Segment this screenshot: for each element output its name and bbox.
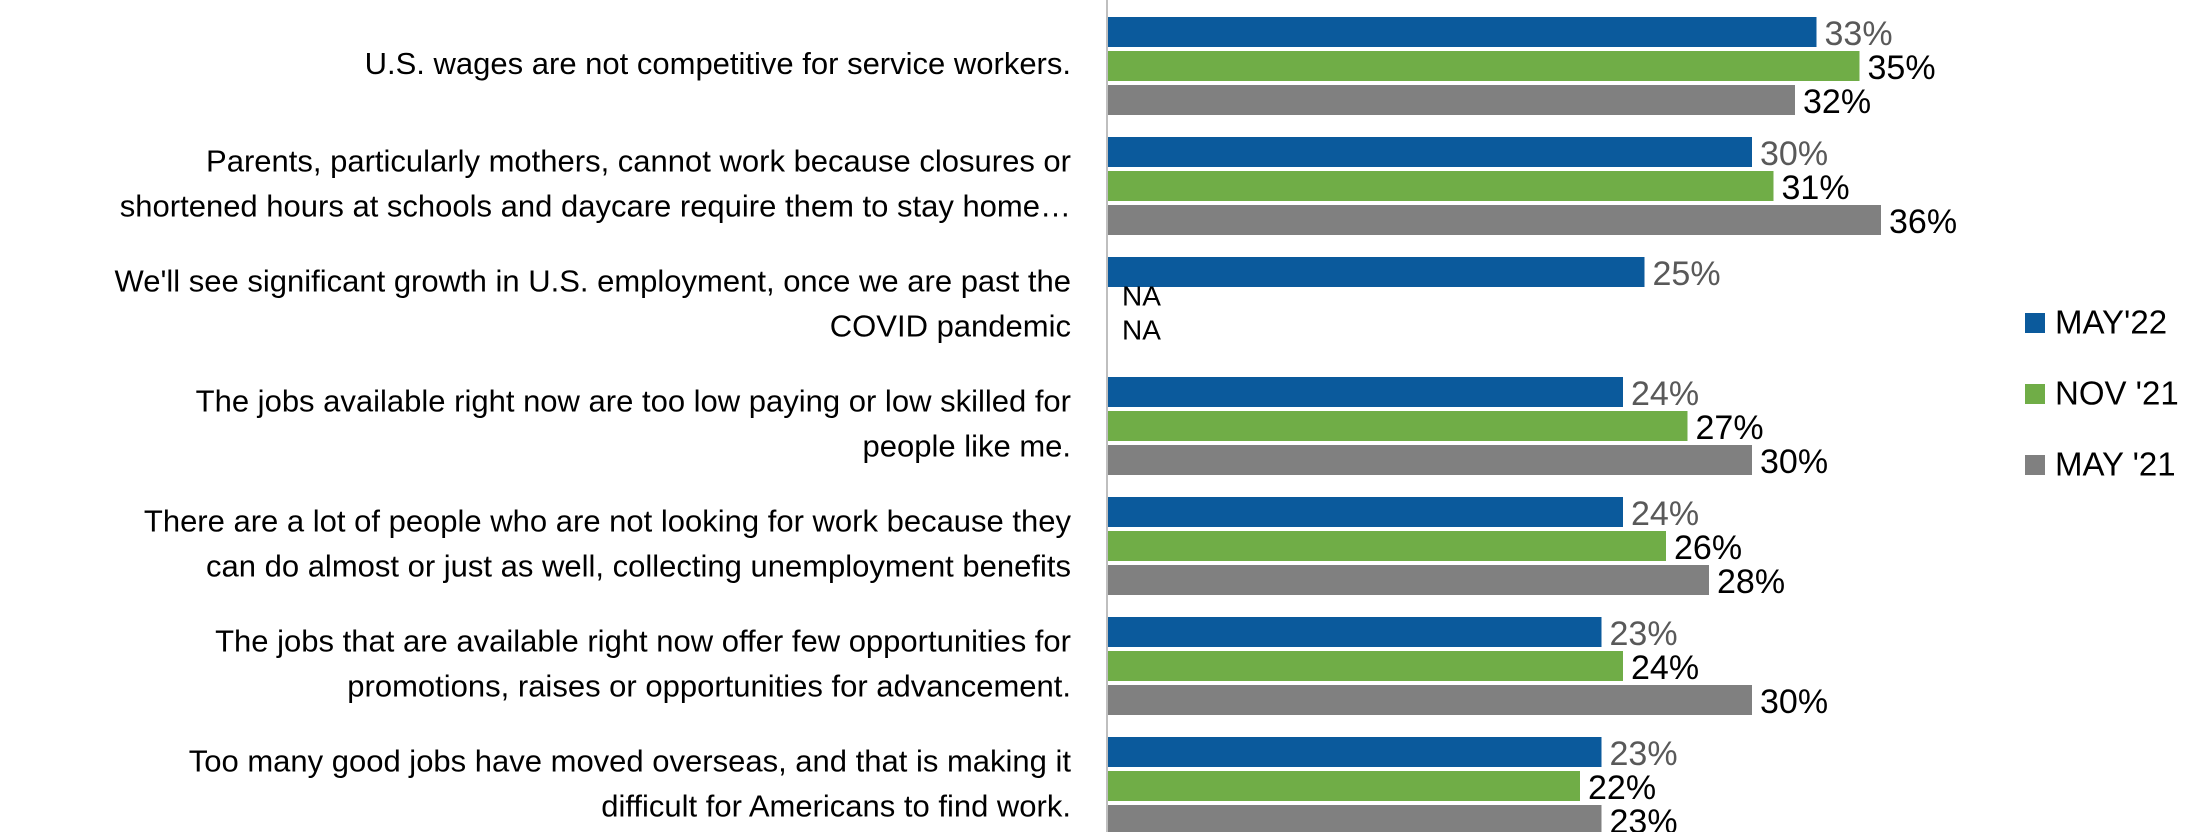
bar <box>1107 497 1623 527</box>
legend-label: NOV '21 <box>2055 375 2179 412</box>
bar <box>1107 771 1580 801</box>
value-label: 36% <box>1889 203 1957 241</box>
bar <box>1107 685 1752 715</box>
bar <box>1107 805 1602 832</box>
value-label: 30% <box>1760 443 1828 481</box>
bar <box>1107 565 1709 595</box>
category-label: promotions, raises or opportunities for … <box>347 669 1071 704</box>
value-label: 23% <box>1610 615 1678 653</box>
category-label: people like me. <box>862 429 1071 464</box>
value-label: 28% <box>1717 563 1785 601</box>
legend-label: MAY'22 <box>2055 304 2167 341</box>
bar <box>1107 617 1602 647</box>
category-label: COVID pandemic <box>830 309 1071 344</box>
value-label: 23% <box>1610 735 1678 773</box>
value-label: 25% <box>1653 255 1721 293</box>
value-label: 33% <box>1825 15 1893 53</box>
category-label: difficult for Americans to find work. <box>601 789 1071 824</box>
category-label: can do almost or just as well, collectin… <box>206 549 1071 584</box>
category-label: The jobs available right now are too low… <box>196 384 1071 419</box>
bar <box>1107 257 1645 287</box>
na-label: NA <box>1122 314 1161 345</box>
value-label: 27% <box>1696 409 1764 447</box>
value-label: 26% <box>1674 529 1742 567</box>
bar <box>1107 445 1752 475</box>
value-label: 30% <box>1760 135 1828 173</box>
category-label: shortened hours at schools and daycare r… <box>120 189 1071 224</box>
bar <box>1107 531 1666 561</box>
category-label: There are a lot of people who are not lo… <box>144 504 1072 539</box>
legend-label: MAY '21 <box>2055 446 2176 483</box>
na-label: NA <box>1122 280 1161 311</box>
legend-swatch <box>2025 455 2045 475</box>
bar <box>1107 85 1795 115</box>
category-label: Too many good jobs have moved overseas, … <box>189 744 1072 779</box>
category-label: U.S. wages are not competitive for servi… <box>365 46 1071 81</box>
bar <box>1107 17 1817 47</box>
bar <box>1107 377 1623 407</box>
bar <box>1107 205 1881 235</box>
bar <box>1107 651 1623 681</box>
bar <box>1107 51 1860 81</box>
bar <box>1107 411 1688 441</box>
legend-swatch <box>2025 313 2045 333</box>
category-label: Parents, particularly mothers, cannot wo… <box>206 144 1071 179</box>
category-label: The jobs that are available right now of… <box>215 624 1071 659</box>
value-label: 24% <box>1631 495 1699 533</box>
value-label: 30% <box>1760 683 1828 721</box>
value-label: 23% <box>1610 803 1678 832</box>
bar <box>1107 171 1774 201</box>
value-label: 24% <box>1631 649 1699 687</box>
value-label: 22% <box>1588 769 1656 807</box>
value-label: 31% <box>1782 169 1850 207</box>
bar <box>1107 737 1602 767</box>
bar <box>1107 137 1752 167</box>
category-label: We'll see significant growth in U.S. emp… <box>115 264 1071 299</box>
value-label: 24% <box>1631 375 1699 413</box>
value-label: 35% <box>1868 49 1936 87</box>
legend-swatch <box>2025 384 2045 404</box>
value-label: 32% <box>1803 83 1871 121</box>
